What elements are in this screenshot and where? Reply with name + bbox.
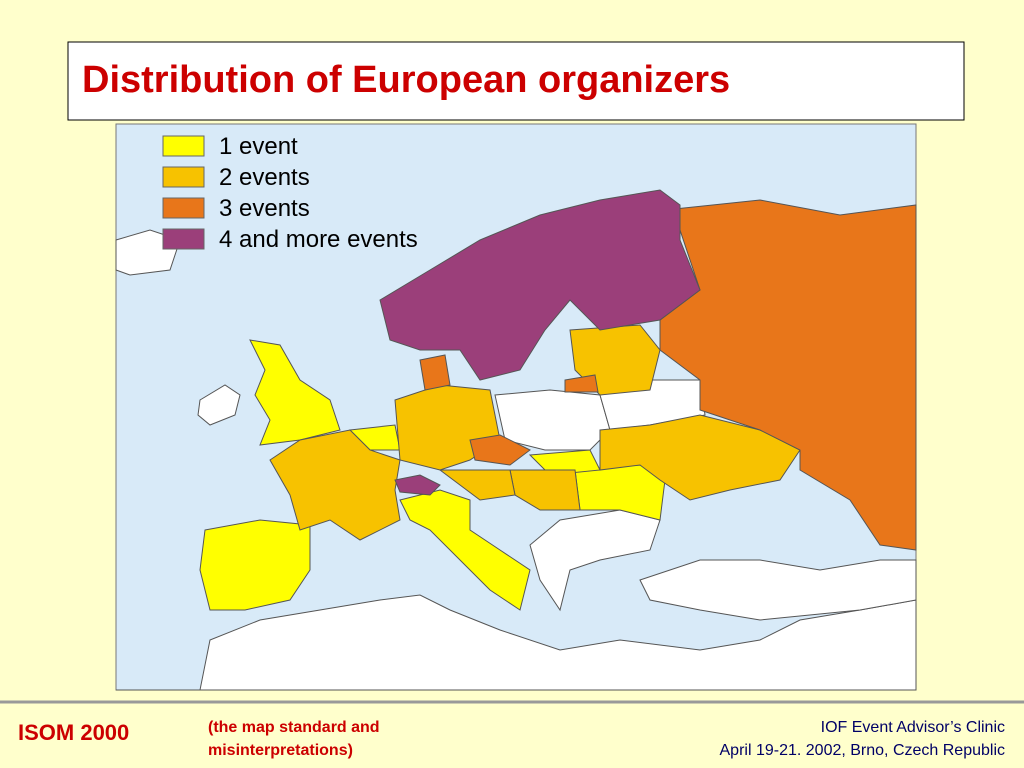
region	[197, 384, 241, 426]
region	[394, 474, 441, 496]
legend: 1 event 2 events 3 events 4 and more events	[162, 133, 418, 253]
region	[639, 559, 917, 621]
legend-swatch	[162, 135, 205, 157]
footer-middle: misinterpretations)	[208, 742, 353, 759]
region	[469, 434, 531, 466]
region	[269, 429, 401, 541]
legend-label: 3 events	[219, 195, 310, 222]
footer-right: April 19-21. 2002, Brno, Czech Republic	[720, 742, 1006, 759]
region	[438, 469, 516, 501]
map	[115, 189, 917, 691]
legend-swatch	[162, 166, 205, 188]
legend-swatch	[162, 228, 205, 250]
legend-label: 1 event	[219, 133, 298, 160]
legend-label: 2 events	[219, 164, 310, 191]
footer-middle: (the map standard and	[208, 719, 380, 736]
legend-swatch	[162, 197, 205, 219]
region	[599, 414, 801, 501]
legend-label: 4 and more events	[219, 226, 418, 253]
region	[399, 489, 531, 611]
region	[564, 374, 599, 393]
region	[379, 189, 701, 381]
region	[199, 519, 311, 611]
region	[419, 354, 451, 391]
title: Distribution of European organizers	[82, 59, 730, 101]
footer-left: ISOM 2000	[18, 720, 129, 745]
footer-right: IOF Event Advisor’s Clinic	[821, 719, 1005, 736]
title-box	[67, 41, 965, 121]
